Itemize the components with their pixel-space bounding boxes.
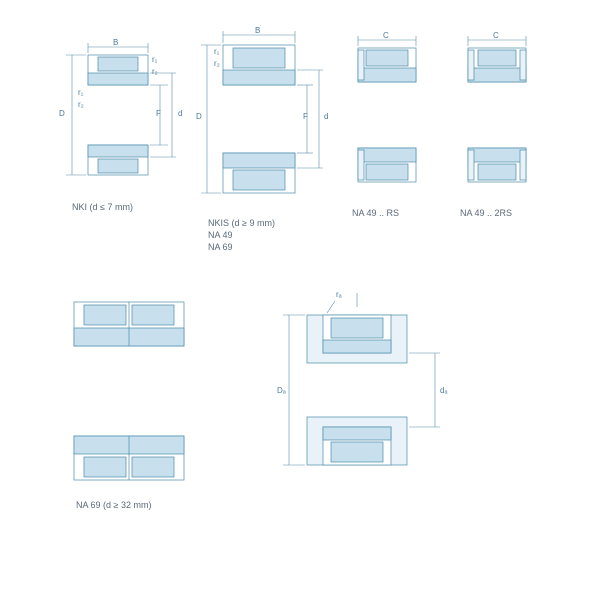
dim-b-2: B bbox=[255, 26, 260, 35]
nki-drawing bbox=[58, 35, 183, 200]
dim-f-1: F bbox=[156, 109, 161, 118]
caption-nkis-1: NKIS (d ≥ 9 mm) bbox=[208, 218, 275, 228]
diagram-na49-2rs bbox=[450, 30, 545, 205]
dim-d-2: D bbox=[196, 112, 202, 121]
diagram-na69-large bbox=[62, 290, 197, 495]
dim-f-2: F bbox=[303, 112, 308, 121]
diagram-abutment bbox=[275, 285, 450, 500]
dim-r2-1: r₂ bbox=[152, 67, 158, 76]
dim-b-1: B bbox=[113, 38, 118, 47]
dim-dl-2: d bbox=[324, 112, 328, 121]
dim-r2-2: r₂ bbox=[214, 59, 220, 68]
caption-nki-small: NKI (d ≤ 7 mm) bbox=[72, 202, 133, 212]
dim-r1-1: r₁ bbox=[152, 55, 157, 64]
caption-na49rs: NA 49 .. RS bbox=[352, 208, 399, 218]
diagram-na49rs bbox=[340, 30, 435, 205]
dim-dl-1: d bbox=[178, 109, 182, 118]
dim-da: dₐ bbox=[440, 386, 447, 395]
caption-nkis-3: NA 69 bbox=[208, 242, 233, 252]
abutment-drawing bbox=[275, 285, 450, 500]
caption-nkis-2: NA 49 bbox=[208, 230, 233, 240]
dim-r2b-1: r₂ bbox=[78, 100, 84, 109]
caption-na69-large: NA 69 (d ≥ 32 mm) bbox=[76, 500, 151, 510]
na49-2rs-drawing bbox=[450, 30, 545, 205]
dim-c-4: C bbox=[493, 31, 499, 40]
na49rs-drawing bbox=[340, 30, 435, 205]
na69-large-drawing bbox=[62, 290, 197, 495]
dim-r1b-1: r₁ bbox=[78, 88, 83, 97]
dim-ra: rₐ bbox=[336, 290, 342, 299]
dim-d-1: D bbox=[59, 109, 65, 118]
caption-na49-2rs: NA 49 .. 2RS bbox=[460, 208, 512, 218]
diagram-nki-small bbox=[58, 35, 183, 200]
dim-r1-2: r₁ bbox=[214, 47, 219, 56]
dim-c-3: C bbox=[383, 31, 389, 40]
dim-Da: Dₐ bbox=[277, 386, 286, 395]
